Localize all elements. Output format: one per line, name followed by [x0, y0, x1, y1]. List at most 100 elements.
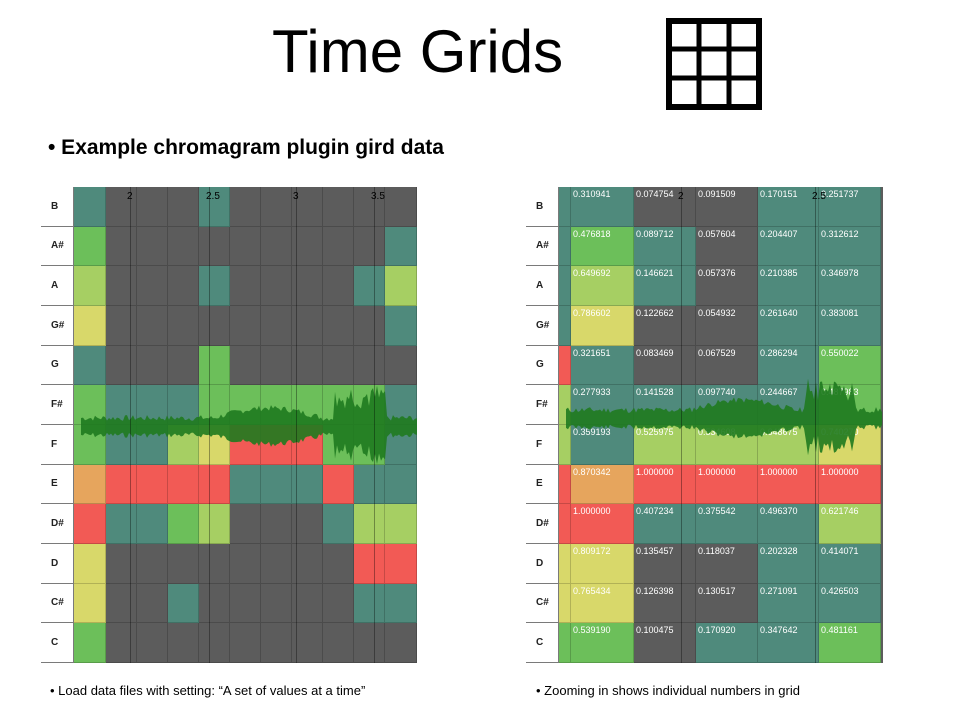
grid-cell[interactable]	[74, 425, 106, 465]
grid-cell[interactable]	[385, 266, 417, 306]
grid-cell[interactable]	[559, 504, 571, 544]
grid-cell[interactable]	[261, 425, 292, 465]
grid-cell[interactable]	[634, 266, 696, 306]
grid-cell[interactable]	[696, 544, 758, 584]
grid-cell[interactable]	[74, 345, 106, 386]
grid-cell[interactable]	[819, 187, 881, 227]
grid-cell[interactable]	[199, 385, 230, 425]
grid-cell[interactable]	[559, 266, 571, 306]
grid-cell[interactable]	[354, 226, 385, 267]
grid-cell[interactable]	[385, 306, 417, 346]
grid-cell[interactable]	[137, 266, 168, 306]
grid-cell[interactable]	[758, 464, 819, 505]
grid-cell[interactable]	[261, 345, 292, 386]
grid-cell[interactable]	[199, 544, 230, 584]
grid-cell[interactable]	[292, 187, 323, 227]
grid-cell[interactable]	[354, 544, 385, 584]
grid-cell[interactable]	[559, 464, 571, 505]
grid-cell[interactable]	[199, 266, 230, 306]
grid-cell[interactable]	[571, 187, 634, 227]
grid-cell[interactable]	[137, 226, 168, 267]
grid-cell[interactable]	[74, 464, 106, 505]
grid-cell[interactable]	[819, 504, 881, 544]
grid-cell[interactable]	[758, 544, 819, 584]
grid-cell[interactable]	[819, 306, 881, 346]
grid-cell[interactable]	[571, 504, 634, 544]
grid-cell[interactable]	[571, 623, 634, 663]
grid-cell[interactable]	[106, 226, 137, 267]
grid-cell[interactable]	[354, 425, 385, 465]
grid-cell[interactable]	[323, 187, 354, 227]
grid-cell[interactable]	[137, 504, 168, 544]
grid-cell[interactable]	[634, 504, 696, 544]
grid-cell[interactable]	[168, 187, 199, 227]
chromagram-zoomed-panel[interactable]: B A# A G# G F# F E D# D C# C 0.310941 0.074754 0.0915…	[526, 187, 883, 663]
grid-cell[interactable]	[819, 266, 881, 306]
grid-cell[interactable]	[385, 464, 417, 505]
grid-cell[interactable]	[385, 187, 417, 227]
grid-cell[interactable]	[168, 504, 199, 544]
grid-cell[interactable]	[323, 306, 354, 346]
grid-cell[interactable]	[696, 345, 758, 386]
grid-cell[interactable]	[758, 504, 819, 544]
grid-cell[interactable]	[819, 464, 881, 505]
grid-cell[interactable]	[168, 345, 199, 386]
grid-cell[interactable]	[696, 226, 758, 267]
grid-cell[interactable]	[571, 266, 634, 306]
grid-cell[interactable]	[385, 544, 417, 584]
grid-cell[interactable]	[571, 583, 634, 624]
grid-cell[interactable]	[230, 623, 261, 663]
grid-cell[interactable]	[137, 306, 168, 346]
grid-cell[interactable]	[559, 226, 571, 267]
grid-cell[interactable]	[354, 266, 385, 306]
grid-cell[interactable]	[385, 345, 417, 386]
grid-cell[interactable]	[354, 623, 385, 663]
grid-cell[interactable]	[696, 187, 758, 227]
grid-cell[interactable]	[137, 345, 168, 386]
grid-cell[interactable]	[634, 345, 696, 386]
grid-cell[interactable]	[106, 306, 137, 346]
grid-cell[interactable]	[230, 306, 261, 346]
grid-cell[interactable]	[819, 583, 881, 624]
grid-cell[interactable]	[106, 504, 137, 544]
grid-cell[interactable]	[758, 306, 819, 346]
grid-cell[interactable]	[199, 464, 230, 505]
grid-cell[interactable]	[559, 345, 571, 386]
grid-cell[interactable]	[559, 306, 571, 346]
grid-cell[interactable]	[696, 464, 758, 505]
grid-cell[interactable]	[230, 385, 261, 425]
grid-cell[interactable]	[385, 583, 417, 624]
grid-cell[interactable]	[292, 226, 323, 267]
grid-cell[interactable]	[74, 583, 106, 624]
grid-cell[interactable]	[106, 583, 137, 624]
grid-cell[interactable]	[819, 623, 881, 663]
grid-cell[interactable]	[323, 623, 354, 663]
grid-cell[interactable]	[354, 504, 385, 544]
grid-cell[interactable]	[230, 544, 261, 584]
grid-cell[interactable]	[230, 345, 261, 386]
grid-cell[interactable]	[106, 464, 137, 505]
grid-cell[interactable]	[559, 623, 571, 663]
grid-cell[interactable]	[106, 623, 137, 663]
grid-cell[interactable]	[559, 544, 571, 584]
grid-cell[interactable]	[696, 306, 758, 346]
grid-cell[interactable]	[199, 504, 230, 544]
grid-cell[interactable]	[261, 385, 292, 425]
grid-cell[interactable]	[758, 583, 819, 624]
grid-cell[interactable]	[230, 425, 261, 465]
grid-cell[interactable]	[354, 187, 385, 227]
grid-cell[interactable]	[168, 226, 199, 267]
grid-cell[interactable]	[323, 385, 354, 425]
grid-cell[interactable]	[758, 226, 819, 267]
grid-cell[interactable]	[261, 504, 292, 544]
grid-cell[interactable]	[74, 544, 106, 584]
grid-cell[interactable]	[137, 187, 168, 227]
grid-cell[interactable]	[106, 385, 137, 425]
grid-cell[interactable]	[137, 544, 168, 584]
grid-cell[interactable]	[74, 306, 106, 346]
grid-cell[interactable]	[354, 385, 385, 425]
grid-cell[interactable]	[385, 504, 417, 544]
grid-cell[interactable]	[571, 306, 634, 346]
grid-cell[interactable]	[168, 306, 199, 346]
grid-cell[interactable]	[323, 345, 354, 386]
